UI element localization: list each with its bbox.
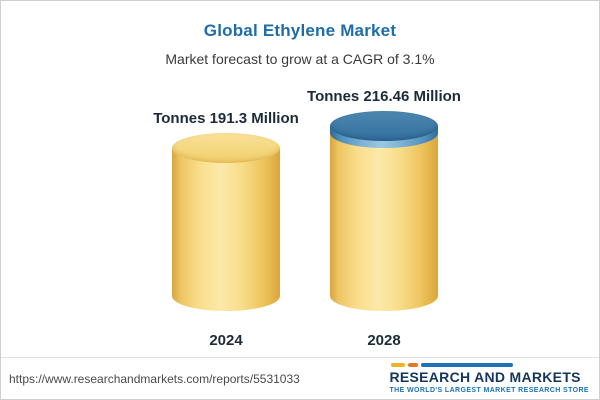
- chart-area: Tonnes 191.3 Million Tonnes 216.46 Milli…: [1, 81, 599, 357]
- footer: https://www.researchandmarkets.com/repor…: [1, 357, 599, 399]
- bar-2028: Tonnes 216.46 Million: [307, 88, 461, 311]
- bar-2024: Tonnes 191.3 Million: [153, 110, 299, 311]
- bar-2028-value-label: Tonnes 216.46 Million: [307, 88, 461, 105]
- chart-title: Global Ethylene Market: [203, 21, 397, 40]
- bar-2028-body: [330, 126, 438, 311]
- x-axis-label-2028: 2028: [367, 332, 401, 349]
- logo-bars-icon: [389, 363, 514, 367]
- logo-title: RESEARCH AND MARKETS: [389, 369, 581, 385]
- logo-bar-yellow: [391, 363, 406, 367]
- bar-2024-body: [172, 148, 280, 311]
- logo-tagline: THE WORLD'S LARGEST MARKET RESEARCH STOR…: [389, 387, 589, 394]
- logo-bar-blue: [421, 363, 514, 367]
- x-axis-label-2024: 2024: [209, 332, 243, 349]
- chart-subtitle: Market forecast to grow at a CAGR of 3.1…: [165, 51, 435, 67]
- bar-2024-top-ellipse: [172, 133, 280, 163]
- logo-bar-orange: [408, 363, 419, 367]
- bar-2024-value-label: Tonnes 191.3 Million: [153, 110, 299, 127]
- research-and-markets-logo: RESEARCH AND MARKETS THE WORLD'S LARGEST…: [389, 363, 589, 394]
- chart-header: Global Ethylene Market Market forecast t…: [1, 1, 599, 67]
- growth-cap-top-ellipse: [330, 111, 438, 141]
- report-url: https://www.researchandmarkets.com/repor…: [9, 371, 300, 386]
